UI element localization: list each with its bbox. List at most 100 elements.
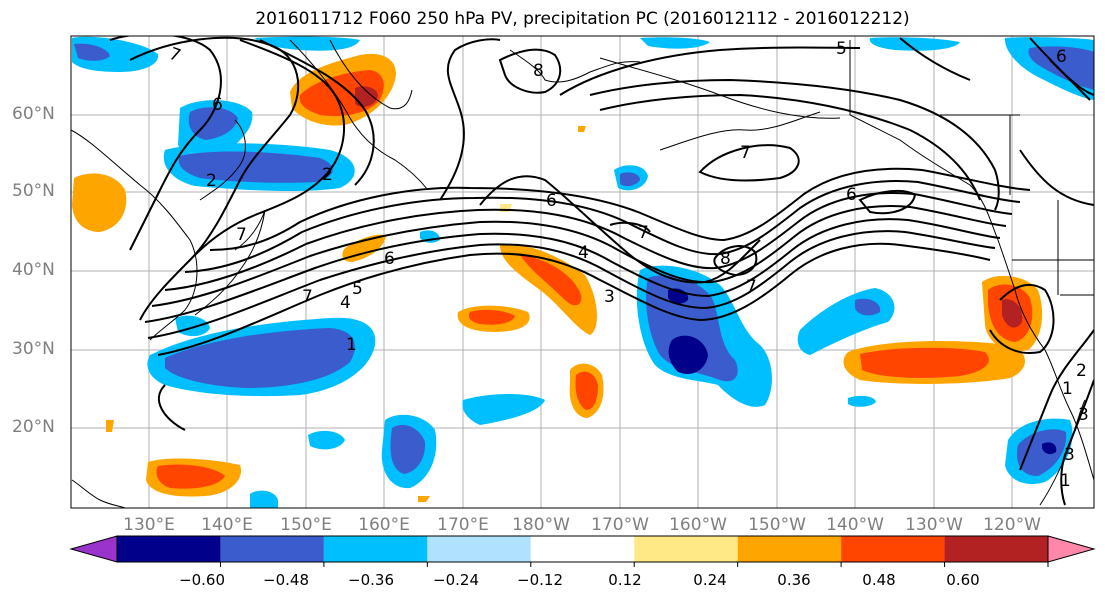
- colorbar-swatch: [427, 536, 531, 562]
- colorbar-tick-label: −0.12: [517, 571, 563, 589]
- colorbar-extend-high: [1047, 535, 1096, 563]
- contour-label: 7: [166, 44, 183, 66]
- precip-blob: [178, 151, 333, 183]
- precip-blob: [255, 36, 360, 51]
- colorbar-swatch: [530, 536, 635, 562]
- colorbar-swatch: [944, 536, 1048, 562]
- lon-label-120w: 120°W: [983, 515, 1041, 535]
- lon-label-180w: 180°W: [512, 515, 570, 535]
- precip-blob: [860, 347, 989, 378]
- lon-label-140e: 140°E: [201, 515, 253, 535]
- precip-blob: [869, 37, 960, 51]
- precip-blob: [848, 395, 876, 407]
- precip-blob: [640, 37, 710, 49]
- map-title: 2016011712 F060 250 hPa PV, precipitatio…: [255, 9, 910, 29]
- lon-label-170e: 170°E: [437, 515, 489, 535]
- contour-label: 4: [340, 293, 351, 313]
- colorbar-tick-label: −0.60: [179, 571, 225, 589]
- lon-label-160w: 160°W: [669, 515, 727, 535]
- precip-blob: [1028, 46, 1094, 90]
- colorbar-tick-label: −0.36: [348, 571, 394, 589]
- contour-label: 7: [740, 143, 751, 163]
- contour-label: 6: [212, 95, 223, 115]
- precip-blob: [418, 496, 430, 502]
- colorbar-tick-label: 0.60: [946, 571, 980, 589]
- lon-label-170w: 170°W: [591, 515, 649, 535]
- precip-blob: [355, 86, 378, 107]
- precip-blob: [250, 490, 278, 508]
- contour-label: 2: [322, 165, 333, 185]
- contour-label: 6: [384, 249, 395, 269]
- contour-label: 2: [206, 171, 217, 191]
- colorbar-tick-label: −0.24: [433, 571, 479, 589]
- contour-label: 1: [1062, 379, 1073, 399]
- pv-contours: [109, 36, 1094, 506]
- precip-positive-shading: [72, 53, 1043, 502]
- precip-blob: [74, 43, 110, 61]
- colorbar-frame: [116, 535, 1049, 563]
- precip-blob: [175, 315, 210, 337]
- colorbar-swatch: [841, 536, 945, 562]
- lat-label-20n: 20°N: [12, 417, 55, 437]
- contour-label: 5: [836, 39, 847, 59]
- contour-label: 2: [1076, 361, 1087, 381]
- colorbar-swatch: [634, 536, 738, 562]
- contour-label: 3: [604, 287, 615, 307]
- lat-label-30n: 30°N: [12, 339, 55, 359]
- contour-labels: 7 6 2 2 7 8 5 6 7 6 6 7 8 4 3 6 7 1 5 4 …: [166, 39, 1089, 491]
- colorbar-swatch: [737, 536, 842, 562]
- precip-blob: [1042, 442, 1057, 455]
- precip-blob: [308, 430, 345, 450]
- precip-blob: [668, 335, 708, 375]
- precip-blob: [855, 298, 881, 316]
- lat-label-40n: 40°N: [12, 260, 55, 280]
- contour-label: 5: [352, 279, 363, 299]
- precip-blob: [468, 309, 515, 325]
- contour-label: 7: [746, 277, 757, 297]
- contour-label: 6: [1056, 47, 1067, 67]
- colorbar-tick-label: 0.12: [608, 571, 642, 589]
- contour-label: 3: [1064, 445, 1075, 465]
- lon-label-150e: 150°E: [280, 515, 332, 535]
- precip-blob: [1016, 429, 1067, 476]
- colorbar-tick-label: 0.24: [693, 571, 727, 589]
- contour-label: 1: [1060, 471, 1071, 491]
- lon-label-140w: 140°W: [826, 515, 884, 535]
- contour-label: 1: [346, 335, 357, 355]
- colorbar-tick-label: −0.48: [263, 571, 309, 589]
- contour-label: 6: [546, 191, 557, 211]
- precip-negative-shading: [72, 36, 1094, 508]
- lat-label-60n: 60°N: [12, 104, 55, 124]
- contour-label: 7: [638, 223, 649, 243]
- precip-blob: [156, 464, 225, 489]
- precip-blob: [620, 172, 640, 187]
- contour-label: 8: [533, 61, 544, 81]
- colorbar-swatch: [323, 536, 428, 562]
- contour-label: 7: [236, 225, 247, 245]
- lon-label-130w: 130°W: [905, 515, 963, 535]
- precip-blob: [462, 394, 545, 425]
- contour-label: 7: [302, 287, 313, 307]
- precip-blob: [520, 255, 582, 306]
- lon-label-150w: 150°W: [748, 515, 806, 535]
- contour-label: 3: [1078, 405, 1089, 425]
- contour-label: 6: [846, 185, 857, 205]
- lon-label-130e: 130°E: [123, 515, 175, 535]
- precip-blob: [578, 126, 586, 132]
- precip-blob: [575, 371, 598, 410]
- colorbar-swatch: [220, 536, 324, 562]
- colorbar-tick-label: 0.36: [777, 571, 811, 589]
- colorbar-extend-low: [69, 535, 118, 563]
- precip-blob: [390, 424, 426, 474]
- precip-blob: [106, 420, 114, 432]
- colorbar-swatch: [117, 536, 221, 562]
- precip-blob: [1002, 299, 1023, 328]
- precip-blob: [165, 328, 355, 388]
- lat-label-50n: 50°N: [12, 181, 55, 201]
- colorbar-tick-label: 0.48: [862, 571, 896, 589]
- contour-label: 8: [720, 249, 731, 269]
- lon-label-160e: 160°E: [358, 515, 410, 535]
- precip-blob: [188, 107, 238, 140]
- colorbar: [69, 535, 1096, 567]
